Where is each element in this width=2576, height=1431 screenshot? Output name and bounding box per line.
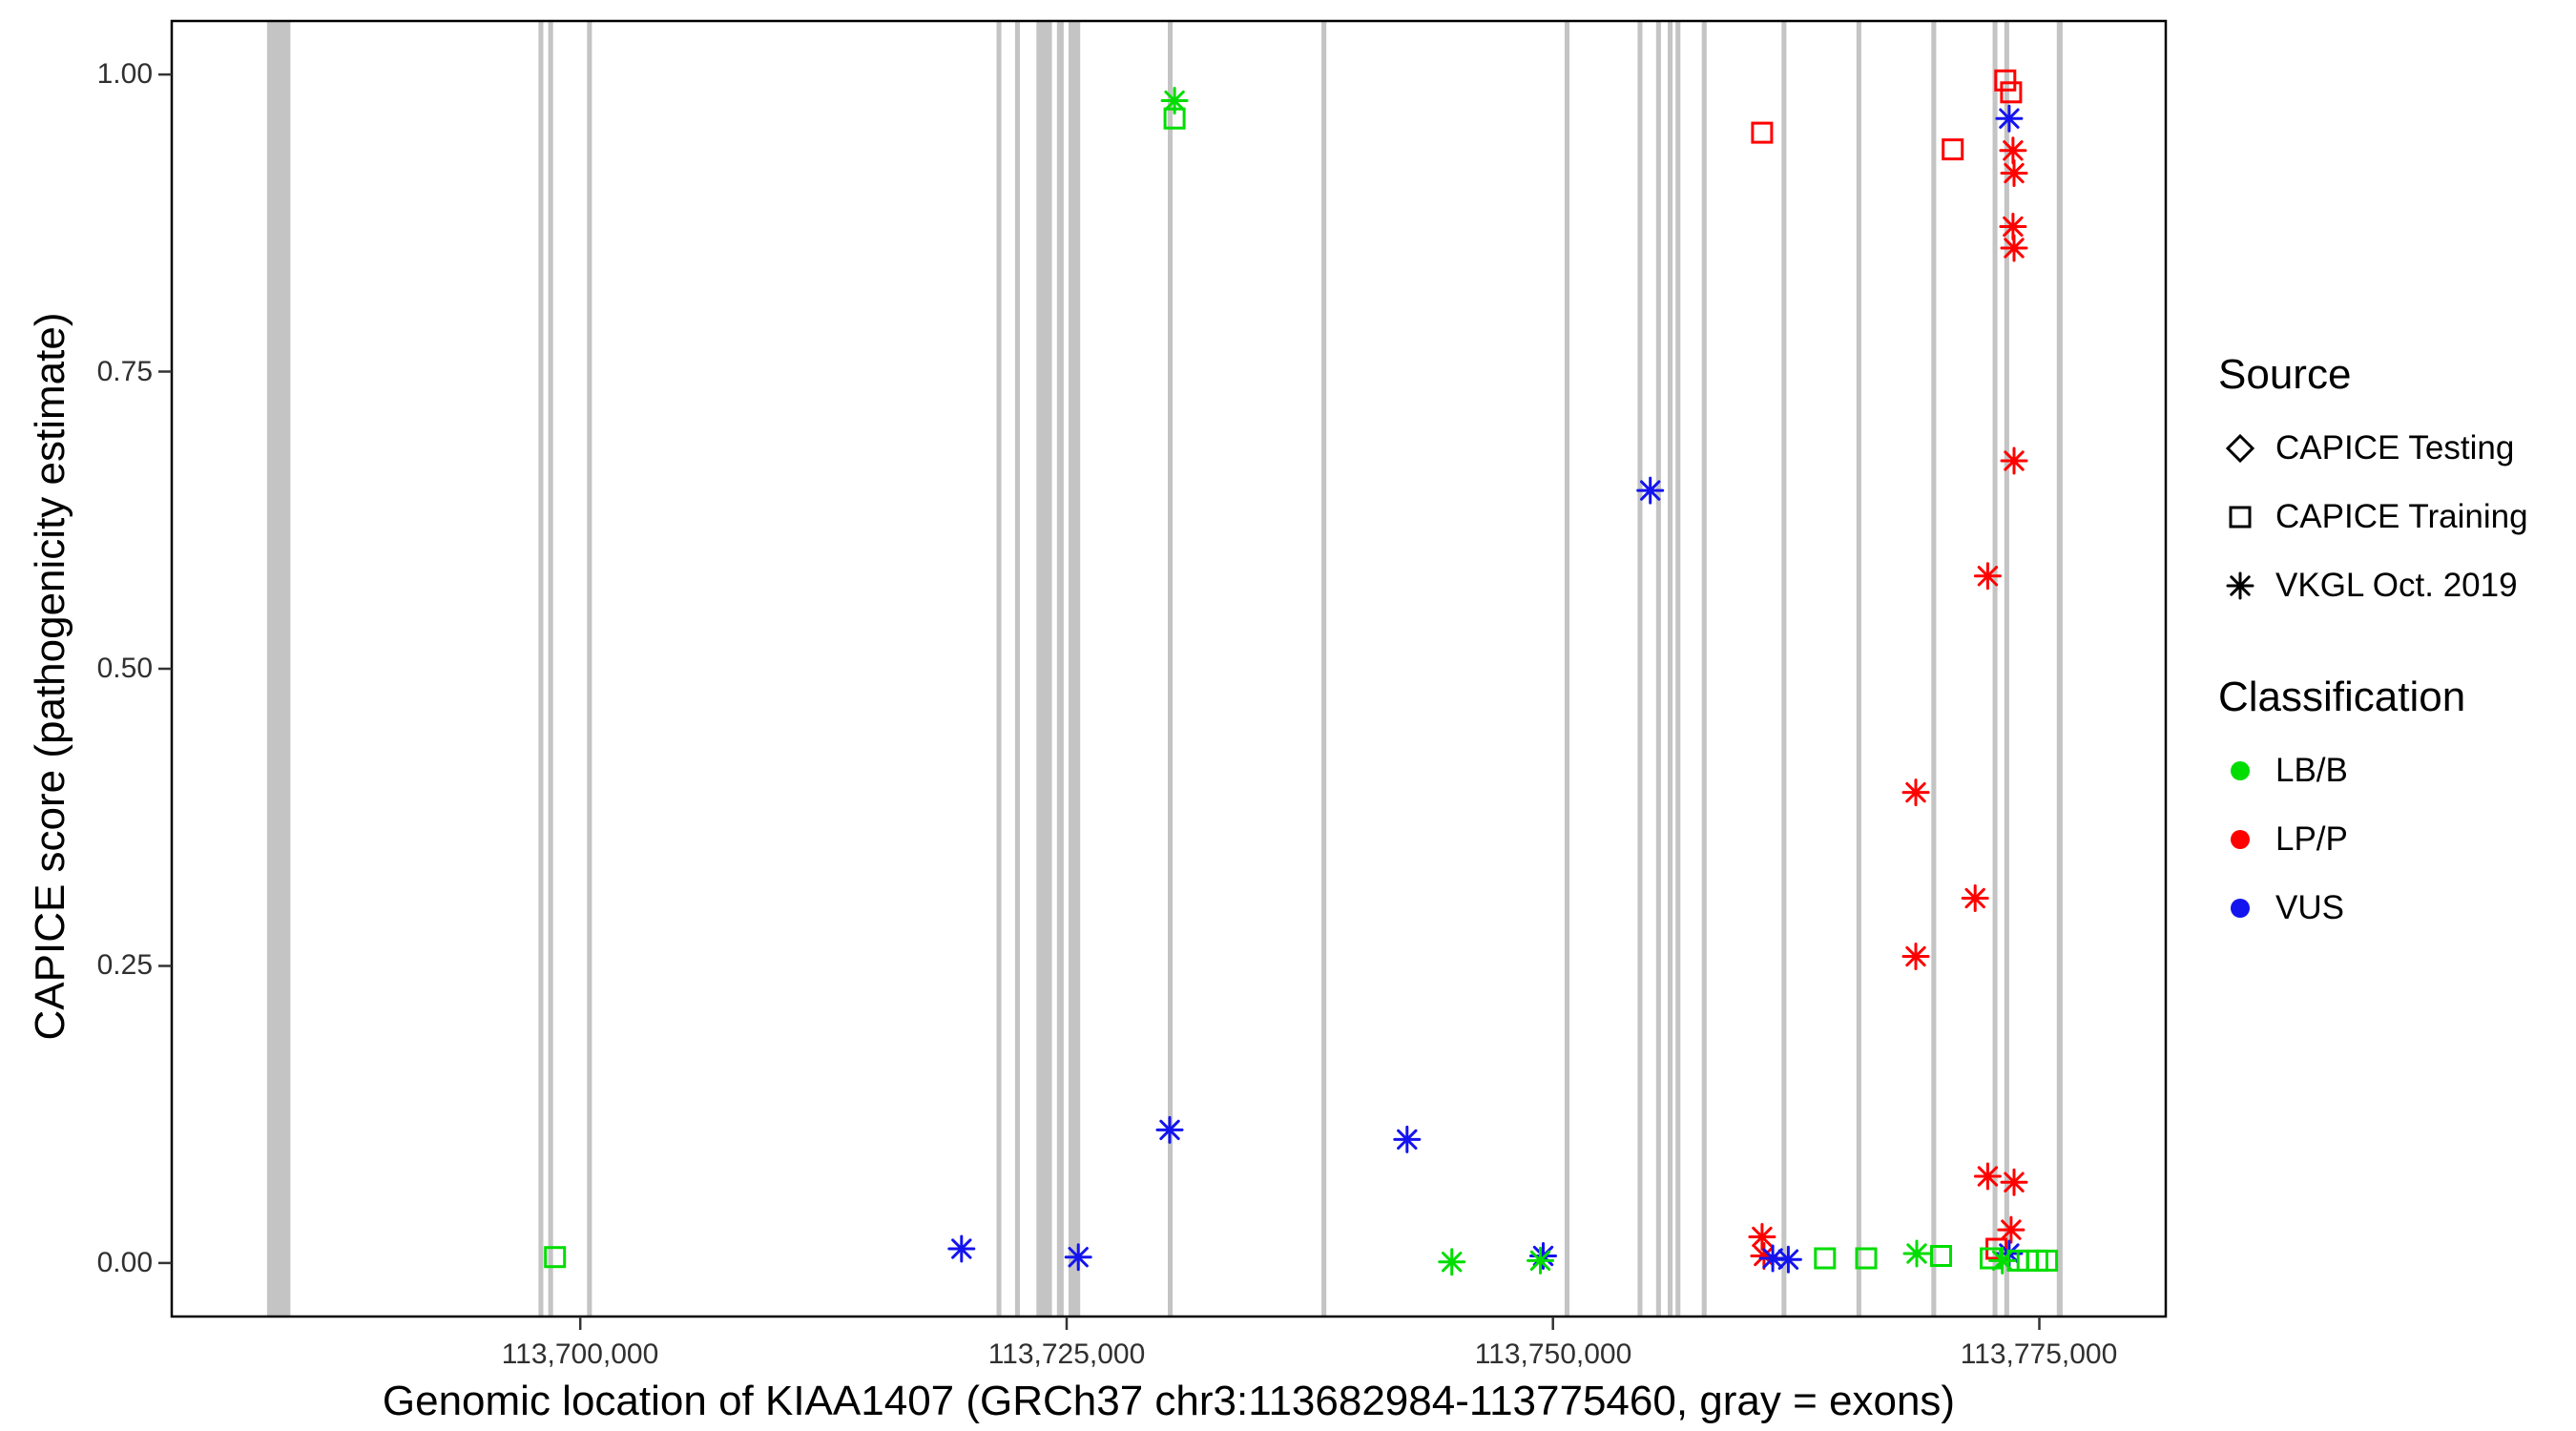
circle-icon bbox=[2231, 830, 2250, 849]
circle-icon bbox=[2231, 761, 2250, 780]
data-point bbox=[1527, 1246, 1554, 1275]
data-point bbox=[1961, 884, 1989, 912]
exon-bar bbox=[2004, 21, 2009, 1317]
data-point bbox=[1997, 1215, 2025, 1244]
data-point bbox=[544, 1246, 567, 1269]
legend-item-label: CAPICE Testing bbox=[2275, 429, 2515, 467]
legend-item-vus: VUS bbox=[2218, 874, 2571, 943]
data-point bbox=[1901, 943, 1930, 970]
exon-bar bbox=[266, 21, 291, 1317]
legend-item-lb-b: LB/B bbox=[2218, 736, 2571, 805]
data-point bbox=[1973, 562, 2002, 591]
legend-source-title: Source bbox=[2218, 351, 2352, 398]
data-point bbox=[1636, 476, 1665, 505]
y-tick-label: 1.00 bbox=[96, 58, 153, 90]
data-point bbox=[1155, 1115, 1184, 1144]
exon-bar bbox=[1992, 21, 1998, 1317]
exon-bar bbox=[2056, 21, 2063, 1317]
data-point bbox=[1930, 1245, 1952, 1267]
square-icon bbox=[2229, 506, 2252, 529]
legend-classification-items: LB/B LP/P VUS bbox=[2218, 736, 2571, 943]
x-tick-label: 113,700,000 bbox=[501, 1338, 659, 1370]
data-point bbox=[2036, 1249, 2059, 1272]
data-point bbox=[1774, 1245, 1802, 1274]
legend-source-items: CAPICE Testing CAPICE Training VKGL Oct. 2… bbox=[2218, 414, 2571, 620]
data-point bbox=[1438, 1248, 1466, 1276]
data-point bbox=[1902, 1239, 1931, 1268]
data-point bbox=[1942, 138, 1964, 161]
data-point bbox=[1980, 1247, 2002, 1270]
data-point bbox=[2000, 159, 2028, 187]
exon-bar bbox=[1321, 21, 1327, 1317]
exon-bar bbox=[1069, 21, 1081, 1317]
exon-bar bbox=[538, 21, 544, 1317]
legend-item-lp-p: LP/P bbox=[2218, 805, 2571, 874]
x-tick-label: 113,750,000 bbox=[1474, 1338, 1632, 1370]
data-point bbox=[1901, 778, 1930, 807]
x-tick-label: 113,725,000 bbox=[987, 1338, 1146, 1370]
data-point bbox=[947, 1234, 976, 1263]
legend-item-label: VKGL Oct. 2019 bbox=[2275, 567, 2518, 604]
x-axis-title: Genomic location of KIAA1407 (GRCh37 chr… bbox=[382, 1378, 1956, 1424]
exon-bar bbox=[1856, 21, 1861, 1317]
data-point bbox=[2000, 446, 2028, 475]
data-point bbox=[1995, 104, 2024, 133]
data-point bbox=[1748, 1223, 1776, 1251]
data-point bbox=[1994, 69, 2017, 92]
exon-bar bbox=[1701, 21, 1707, 1317]
asterisk-icon bbox=[2226, 571, 2254, 600]
y-tick-label: 0.25 bbox=[96, 949, 153, 981]
data-point bbox=[2000, 234, 2028, 262]
exon-bar bbox=[1014, 21, 1020, 1317]
diamond-icon bbox=[2225, 433, 2255, 464]
legend-item-vkgl-oct-2019: VKGL Oct. 2019 bbox=[2218, 551, 2571, 620]
exon-bar bbox=[1931, 21, 1937, 1317]
legend-item-capice-testing: CAPICE Testing bbox=[2218, 414, 2571, 483]
exon-bar bbox=[1564, 21, 1569, 1317]
data-point bbox=[1064, 1243, 1092, 1272]
data-point bbox=[2000, 1168, 2028, 1196]
exon-bar bbox=[548, 21, 553, 1317]
legend-item-label: LB/B bbox=[2275, 752, 2348, 789]
y-axis-title: CAPICE score (pathogenicity estimate) bbox=[27, 312, 73, 1041]
exon-bar bbox=[1637, 21, 1643, 1317]
x-tick-label: 113,775,000 bbox=[1960, 1338, 2118, 1370]
data-point bbox=[1751, 121, 1774, 144]
data-point bbox=[1758, 1244, 1787, 1273]
exon-bar bbox=[1036, 21, 1052, 1317]
data-point bbox=[1163, 107, 1186, 130]
data-point bbox=[1999, 136, 2027, 165]
circle-icon bbox=[2231, 899, 2250, 918]
exon-bar bbox=[1056, 21, 1064, 1317]
exon-bar bbox=[1655, 21, 1661, 1317]
y-tick-label: 0.75 bbox=[96, 356, 153, 387]
data-point bbox=[2000, 81, 2023, 104]
data-point bbox=[1973, 1162, 2002, 1191]
exon-bar bbox=[1168, 21, 1174, 1317]
exon-bar bbox=[1781, 21, 1787, 1317]
y-tick-label: 0.00 bbox=[96, 1247, 153, 1278]
legend-item-label: CAPICE Training bbox=[2275, 498, 2528, 535]
exon-bar bbox=[1668, 21, 1673, 1317]
legend-item-label: LP/P bbox=[2275, 820, 2348, 858]
data-point bbox=[1393, 1125, 1422, 1153]
data-point bbox=[1814, 1247, 1837, 1270]
exon-bar bbox=[587, 21, 592, 1317]
y-tick-label: 0.50 bbox=[96, 653, 153, 684]
legend-classification-title: Classification bbox=[2218, 674, 2466, 720]
legend-item-capice-training: CAPICE Training bbox=[2218, 483, 2571, 551]
legend-item-label: VUS bbox=[2275, 889, 2344, 926]
data-point bbox=[1855, 1247, 1878, 1270]
exon-bar bbox=[996, 21, 1002, 1317]
exon-bar bbox=[1675, 21, 1681, 1317]
legend: Source CAPICE Testing CAPICE Training VKGL… bbox=[2218, 351, 2571, 943]
